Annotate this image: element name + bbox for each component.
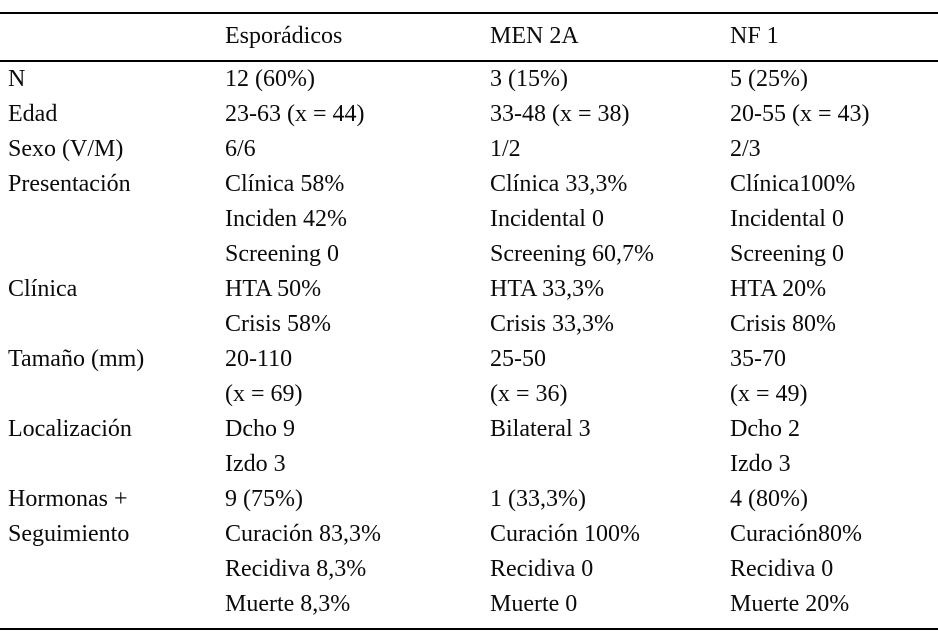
cell-esporadicos: 20-110 (x = 69) bbox=[225, 346, 303, 407]
cell-men2a: Curación 100% Recidiva 0 Muerte 0 bbox=[490, 521, 640, 617]
row-label: Localización bbox=[8, 416, 132, 442]
row-label: Tamaño (mm) bbox=[8, 346, 145, 372]
header-corner-cell bbox=[0, 13, 225, 62]
table-body: N 12 (60%) 3 (15%) 5 (25%) Edad 23-63 (x… bbox=[0, 61, 938, 629]
cell-nf1: 5 (25%) bbox=[730, 66, 808, 92]
row-label: Hormonas + bbox=[8, 486, 128, 512]
row-label: Sexo (V/M) bbox=[8, 136, 124, 162]
table-row-n: N 12 (60%) 3 (15%) 5 (25%) bbox=[0, 61, 938, 97]
cell-esporadicos: Curación 83,3% Recidiva 8,3% Muerte 8,3% bbox=[225, 521, 381, 617]
row-label: Presentación bbox=[8, 171, 131, 197]
cell-men2a: 25-50 (x = 36) bbox=[490, 346, 568, 407]
cell-men2a: HTA 33,3% Crisis 33,3% bbox=[490, 276, 615, 337]
cell-nf1: 20-55 (x = 43) bbox=[730, 101, 870, 127]
cell-esporadicos: 23-63 (x = 44) bbox=[225, 101, 365, 127]
row-label: Edad bbox=[8, 101, 58, 127]
cell-esporadicos: Clínica 58% Inciden 42% Screening 0 bbox=[225, 171, 347, 267]
table-row-hormonas: Hormonas + 9 (75%) 1 (33,3%) 4 (80%) bbox=[0, 482, 938, 517]
cell-men2a: 3 (15%) bbox=[490, 66, 568, 92]
table-row-clinica: Clínica HTA 50% Crisis 58% HTA 33,3% Cri… bbox=[0, 272, 938, 342]
table-row-sexo: Sexo (V/M) 6/6 1/2 2/3 bbox=[0, 132, 938, 167]
cell-esporadicos: 6/6 bbox=[225, 136, 256, 162]
cell-men2a: 1 (33,3%) bbox=[490, 486, 586, 512]
cell-nf1: Clínica100% Incidental 0 Screening 0 bbox=[730, 171, 856, 267]
cell-nf1: 35-70 (x = 49) bbox=[730, 346, 808, 407]
cell-nf1: Dcho 2 Izdo 3 bbox=[730, 416, 800, 477]
comparison-table: Esporádicos MEN 2A NF 1 N 12 (60%) 3 (15… bbox=[0, 12, 938, 630]
header-men2a: MEN 2A bbox=[490, 13, 730, 62]
header-row: Esporádicos MEN 2A NF 1 bbox=[0, 13, 938, 62]
cell-nf1: 2/3 bbox=[730, 136, 761, 162]
cell-esporadicos: Dcho 9 Izdo 3 bbox=[225, 416, 295, 477]
table-row-edad: Edad 23-63 (x = 44) 33-48 (x = 38) 20-55… bbox=[0, 97, 938, 132]
table-row-tamano: Tamaño (mm) 20-110 (x = 69) 25-50 (x = 3… bbox=[0, 342, 938, 412]
cell-men2a: 1/2 bbox=[490, 136, 521, 162]
cell-men2a: Clínica 33,3% Incidental 0 Screening 60,… bbox=[490, 171, 654, 267]
row-label: N bbox=[8, 66, 26, 92]
table-row-localizacion: Localización Dcho 9 Izdo 3 Bilateral 3 D… bbox=[0, 412, 938, 482]
cell-esporadicos: HTA 50% Crisis 58% bbox=[225, 276, 332, 337]
cell-men2a: 33-48 (x = 38) bbox=[490, 101, 630, 127]
cell-esporadicos: 12 (60%) bbox=[225, 66, 315, 92]
table-row-seguimiento: Seguimiento Curación 83,3% Recidiva 8,3%… bbox=[0, 517, 938, 629]
cell-nf1: 4 (80%) bbox=[730, 486, 808, 512]
row-label: Clínica bbox=[8, 276, 78, 302]
row-label: Seguimiento bbox=[8, 521, 130, 547]
header-nf1: NF 1 bbox=[730, 13, 938, 62]
cell-esporadicos: 9 (75%) bbox=[225, 486, 303, 512]
cell-nf1: Curación80% Recidiva 0 Muerte 20% bbox=[730, 521, 862, 617]
header-esporadicos: Esporádicos bbox=[225, 13, 490, 62]
cell-men2a: Bilateral 3 bbox=[490, 416, 591, 442]
table-header: Esporádicos MEN 2A NF 1 bbox=[0, 13, 938, 62]
cell-nf1: HTA 20% Crisis 80% bbox=[730, 276, 837, 337]
table-row-presentacion: Presentación Clínica 58% Inciden 42% Scr… bbox=[0, 167, 938, 272]
